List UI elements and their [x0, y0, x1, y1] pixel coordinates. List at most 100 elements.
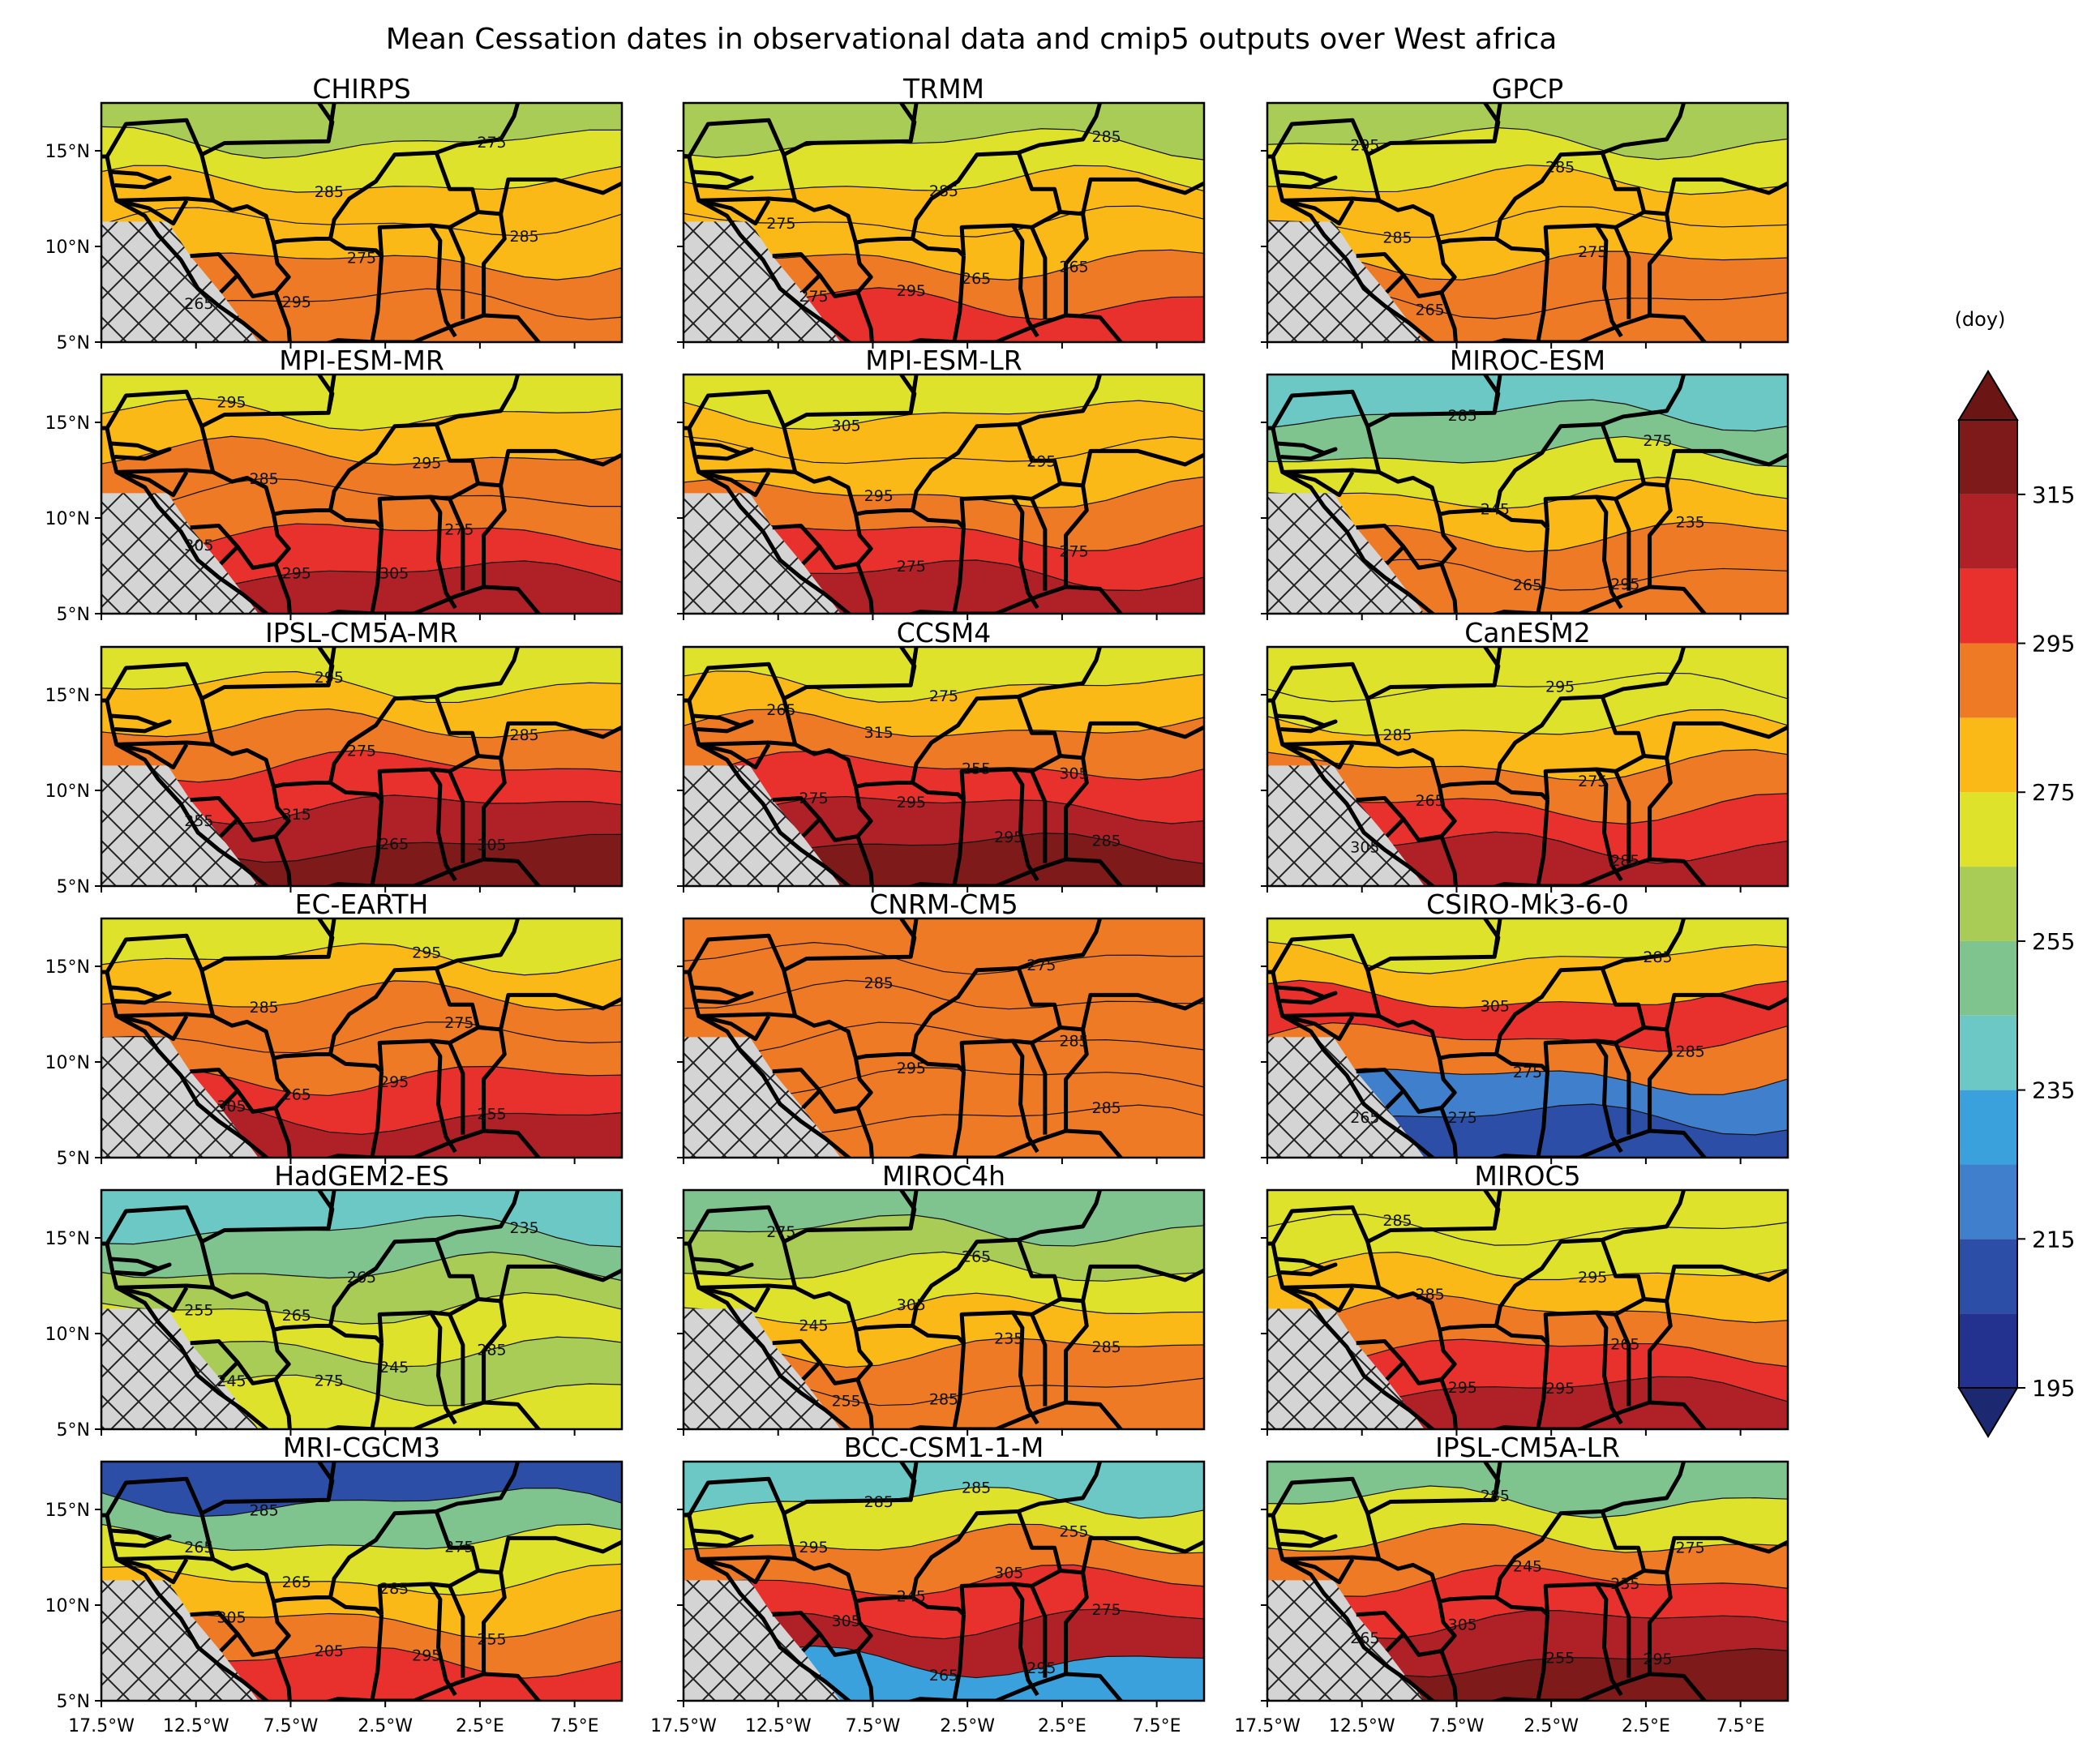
- contour-label: 275: [444, 1538, 474, 1556]
- country-border: [794, 1557, 966, 1616]
- contour-label: 275: [347, 742, 376, 760]
- contour-label: 285: [249, 470, 278, 488]
- coastline: [1271, 700, 1708, 886]
- contour-label: 285: [929, 1390, 958, 1408]
- colorbar-segment: [1959, 792, 2017, 867]
- country-border: [1402, 817, 1442, 842]
- country-border: [1356, 1338, 1406, 1381]
- mask-region: [684, 493, 841, 614]
- contour-label: 235: [509, 1219, 538, 1237]
- contour-label: 275: [1578, 773, 1607, 790]
- coastline: [687, 1514, 1125, 1701]
- contour-label: 275: [1643, 432, 1672, 450]
- country-border: [794, 1286, 966, 1345]
- country-border: [794, 470, 966, 529]
- map-panel: 255 235 245 265 275 285 285 305 MIROC4h: [677, 1160, 1206, 1436]
- panel-title: GPCP: [1492, 73, 1563, 105]
- country-border: [1614, 482, 1673, 587]
- panel-frame: [682, 1460, 1206, 1702]
- map-panel: 205 255 265 275 285 295 305 285 265 MRI-CGCM3 5°N 1…: [45, 1432, 624, 1736]
- country-border: [952, 1614, 966, 1701]
- country-border: [772, 1610, 822, 1653]
- panel-frame: [1266, 101, 1789, 344]
- contour-label: 265: [282, 1573, 311, 1591]
- country-border: [1494, 103, 1686, 240]
- contour-label: 275: [1091, 1601, 1121, 1619]
- country-border: [698, 1285, 771, 1313]
- contour-label: 255: [962, 760, 991, 778]
- contour-label: 285: [1382, 229, 1412, 246]
- contour-label: 305: [379, 564, 409, 582]
- country-border: [1016, 1510, 1063, 1572]
- panel-title: CanESM2: [1464, 617, 1590, 649]
- country-border: [1081, 448, 1204, 486]
- country-border: [236, 273, 276, 298]
- country-border: [317, 918, 335, 957]
- country-border: [952, 799, 966, 886]
- mask-region: [101, 765, 259, 886]
- country-border: [853, 1600, 874, 1701]
- country-border: [430, 223, 465, 319]
- contour-label: 305: [1059, 764, 1088, 782]
- map-panel: 255 265 275 285 295 305 295 EC-EARTH 5°N 10°N 15°N: [45, 888, 624, 1169]
- country-border: [1483, 103, 1501, 142]
- country-border: [190, 523, 240, 566]
- lon-tick-label: 7.5°E: [551, 1716, 599, 1736]
- lat-tick-label: 10°N: [45, 1053, 90, 1073]
- country-border: [1378, 1286, 1549, 1345]
- contour-label: 265: [1610, 1335, 1639, 1353]
- country-border: [1596, 1310, 1631, 1406]
- colorbar-frame: [1958, 419, 2018, 1389]
- country-border: [448, 1025, 507, 1131]
- contour-label: 265: [347, 1269, 376, 1287]
- panel-frame: [1266, 373, 1789, 615]
- country-border: [818, 545, 859, 570]
- country-border: [899, 1462, 917, 1501]
- country-border: [448, 1569, 507, 1674]
- country-border: [1081, 177, 1204, 215]
- contour-label: 285: [379, 1580, 409, 1598]
- lon-tick-label: 2.5°E: [1622, 1716, 1670, 1736]
- lat-tick-label: 10°N: [45, 238, 90, 258]
- country-border: [1031, 1569, 1089, 1674]
- panel-frame: [682, 645, 1206, 888]
- country-border: [853, 242, 874, 342]
- contour-label: 285: [1415, 1286, 1444, 1304]
- country-border: [110, 985, 172, 1005]
- contour-label: 285: [864, 974, 894, 992]
- contour-label: 265: [282, 1307, 311, 1325]
- country-border: [377, 767, 457, 882]
- map-panel: 295 265 285 295 285 295 MIROC5: [1261, 1160, 1789, 1436]
- country-border: [818, 817, 859, 842]
- country-border: [370, 527, 384, 614]
- country-border: [1016, 152, 1063, 213]
- panel-title: CSIRO-Mk3-6-0: [1426, 888, 1629, 920]
- country-border: [317, 1190, 335, 1229]
- contour-label: 295: [315, 669, 344, 687]
- panel-title: MIROC-ESM: [1450, 345, 1605, 376]
- lon-tick-label: 2.5°E: [1038, 1716, 1086, 1736]
- contour-label: 265: [1513, 576, 1542, 594]
- colorbar: 195 215 235 255 275 295 315 (doy): [1955, 308, 2075, 1438]
- contour-label: 265: [962, 270, 991, 288]
- contour-label: 285: [315, 183, 344, 201]
- country-border: [1402, 545, 1442, 570]
- country-border: [1378, 1557, 1549, 1616]
- contour-label: 315: [282, 806, 311, 824]
- mask-region: [1267, 493, 1425, 614]
- mask-region: [684, 221, 841, 342]
- contour-label: 245: [379, 1359, 409, 1377]
- country-border: [911, 1462, 1103, 1599]
- country-border: [1276, 713, 1338, 734]
- contour-label: 305: [831, 417, 860, 435]
- lon-tick-label: 12.5°W: [745, 1716, 812, 1736]
- country-border: [212, 199, 384, 258]
- country-border: [899, 918, 917, 957]
- country-border: [1614, 1569, 1673, 1674]
- country-border: [1665, 1264, 1788, 1302]
- map-panel: 295 275 255 265 275 285 295 305 315 CCSM4: [677, 617, 1206, 893]
- country-border: [692, 985, 754, 1005]
- contour-label: 285: [1091, 128, 1121, 146]
- contour-label: 255: [831, 1392, 860, 1410]
- country-border: [1665, 448, 1788, 486]
